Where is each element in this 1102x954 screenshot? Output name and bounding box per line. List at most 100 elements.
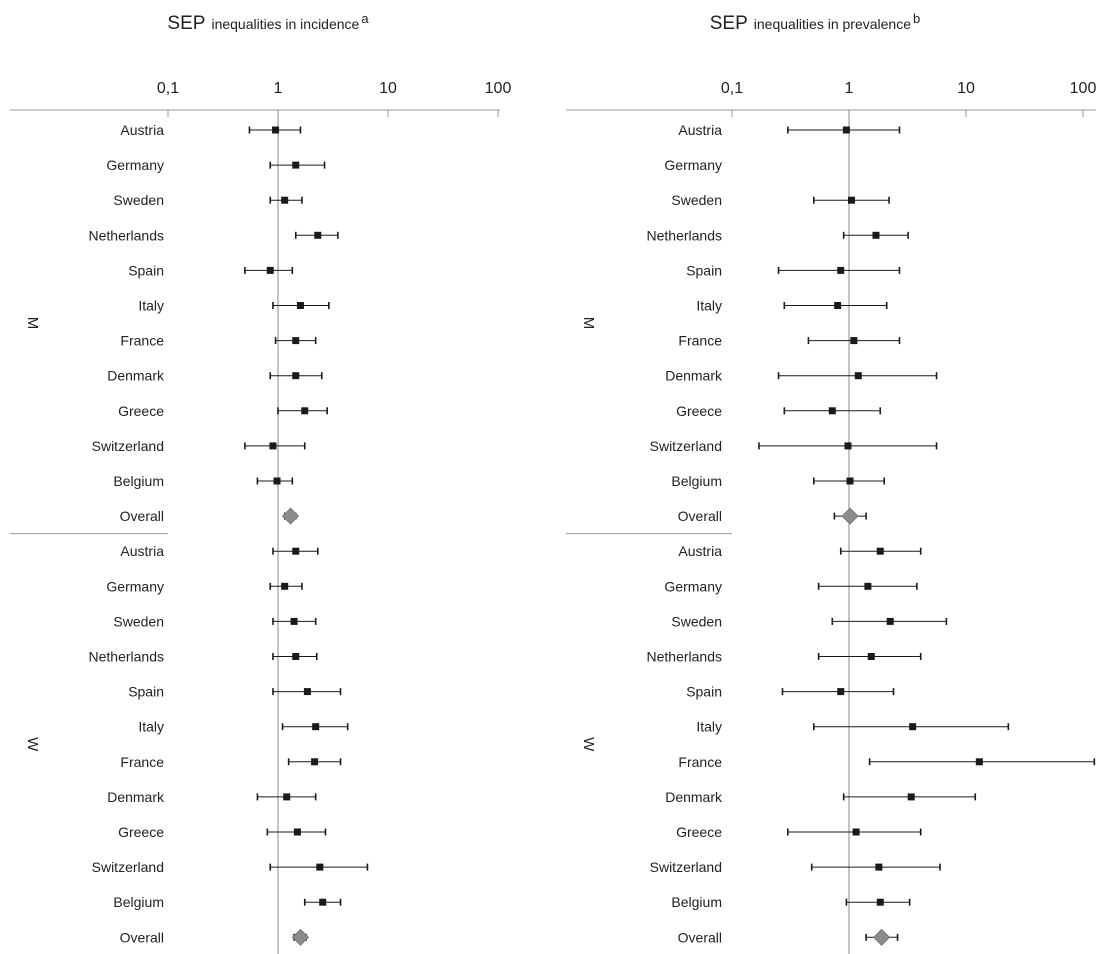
point-estimate [273,477,281,485]
x-tick-label: 10 [957,80,975,97]
point-estimate [846,477,854,485]
point-estimate [867,653,875,660]
point-estimate [975,758,983,766]
point-estimate [854,372,862,380]
row-label-sweden: Sweden [113,613,164,629]
point-estimate [311,758,319,766]
row-label-netherlands: Netherlands [89,227,165,243]
point-estimate [266,266,274,274]
row-label-italy: Italy [696,719,722,735]
row-label-belgium: Belgium [671,894,722,910]
point-estimate [875,863,883,871]
point-estimate [844,442,852,450]
row-label-greece: Greece [118,824,164,840]
overall-diamond [291,928,310,946]
x-tick-label: 0,1 [721,80,743,97]
row-label-belgium: Belgium [671,473,722,489]
point-estimate [312,723,320,731]
overall-label: Overall [120,929,164,945]
row-label-belgium: Belgium [113,473,164,489]
point-estimate [828,407,836,415]
point-estimate [292,161,300,169]
x-tick-label: 100 [485,80,512,97]
row-label-switzerland: Switzerland [92,438,164,454]
point-estimate [872,231,880,239]
x-tick-label: 1 [274,80,283,97]
row-label-sweden: Sweden [671,192,722,208]
title-main-text: SEP [167,13,205,34]
row-label-austria: Austria [120,122,164,138]
row-label-france: France [120,754,164,770]
point-estimate [269,442,277,450]
row-label-sweden: Sweden [671,613,722,629]
point-estimate [847,196,855,204]
point-estimate [292,653,300,660]
overall-diamond [841,507,859,525]
point-estimate [876,547,884,555]
point-estimate [852,828,860,836]
row-label-germany: Germany [106,578,164,594]
row-label-belgium: Belgium [113,894,164,910]
group-label-m: M [580,317,597,330]
x-tick-label: 100 [1070,80,1097,97]
row-label-germany: Germany [664,157,722,173]
row-label-france: France [678,754,722,770]
point-estimate [290,617,298,625]
row-label-italy: Italy [138,719,164,735]
row-label-switzerland: Switzerland [650,438,722,454]
point-estimate [864,582,872,590]
row-label-france: France [120,333,164,349]
row-label-germany: Germany [106,157,164,173]
point-estimate [283,793,291,801]
group-label-m: M [24,317,41,330]
row-label-sweden: Sweden [113,192,164,208]
point-estimate [907,793,915,801]
point-estimate [303,688,311,696]
x-tick-label: 10 [379,80,397,97]
point-estimate [850,337,858,345]
prevalence-forest-marks: M Austria Germany Sweden Netherlands Spain Ita… [566,122,1096,946]
prevalence-forest-panel: SEP inequalities in prevalence b 0,1 1 10 100… [566,11,1096,954]
point-estimate [909,723,917,731]
row-label-greece: Greece [118,403,164,419]
point-estimate [876,898,884,906]
row-label-italy: Italy [696,298,722,314]
row-label-switzerland: Switzerland [650,859,722,875]
overall-label: Overall [678,929,722,945]
point-estimate [837,266,845,274]
point-estimate [292,547,300,555]
row-label-spain: Spain [686,684,722,700]
point-estimate [837,688,845,696]
row-label-greece: Greece [676,403,722,419]
prevalence-x-axis: 0,1 1 10 100 [566,80,1096,954]
row-label-austria: Austria [678,543,722,559]
prevalence-panel-title: SEP inequalities in prevalence b [710,11,920,34]
row-label-germany: Germany [664,578,722,594]
incidence-forest-panel: SEP inequalities in incidence a 0,1 1 10 100 … [10,11,511,954]
point-estimate [272,126,280,134]
title-rest-text: inequalities in prevalence [754,16,911,32]
row-label-spain: Spain [128,684,164,700]
title-superscript-text: b [913,11,920,26]
title-superscript-text: a [361,11,369,26]
overall-label: Overall [678,508,722,524]
title-main-text: SEP [710,13,748,34]
point-estimate [296,302,304,309]
row-label-denmark: Denmark [665,789,723,805]
row-label-greece: Greece [676,824,722,840]
row-label-spain: Spain [128,262,164,278]
row-label-spain: Spain [686,262,722,278]
point-estimate [281,582,289,590]
group-label-w: W [580,737,597,752]
point-estimate [301,407,309,415]
row-label-france: France [678,333,722,349]
point-estimate [292,372,300,380]
row-label-denmark: Denmark [107,368,165,384]
point-estimate [314,231,322,239]
point-estimate [886,617,894,625]
point-estimate [293,828,301,836]
row-label-netherlands: Netherlands [647,227,723,243]
incidence-x-axis: 0,1 1 10 100 [10,80,511,954]
x-tick-label: 0,1 [157,80,179,97]
